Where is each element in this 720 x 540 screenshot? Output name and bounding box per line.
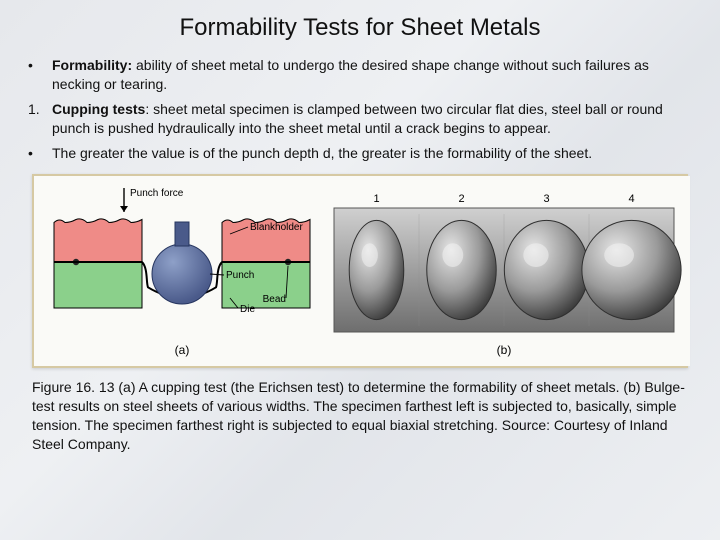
bullet-marker: •	[24, 56, 52, 94]
bullet-body: ability of sheet metal to undergo the de…	[52, 57, 649, 92]
svg-text:(b): (b)	[497, 343, 512, 357]
bullet-text: The greater the value is of the punch de…	[52, 144, 696, 163]
list-item: • The greater the value is of the punch …	[24, 144, 696, 163]
slide: Formability Tests for Sheet Metals • For…	[0, 0, 720, 540]
figure-svg: Punch force Blankholder Punch Bead Die (a) 1 2 3…	[34, 176, 690, 366]
page-title: Formability Tests for Sheet Metals	[24, 14, 696, 42]
bullet-text: Cupping tests: sheet metal specimen is c…	[52, 100, 696, 138]
bullet-lead: Formability:	[52, 57, 132, 73]
svg-text:4: 4	[628, 193, 634, 205]
bullet-marker: •	[24, 144, 52, 163]
bullet-text: Formability: ability of sheet metal to u…	[52, 56, 696, 94]
bullet-list: • Formability: ability of sheet metal to…	[24, 56, 696, 162]
svg-text:Punch: Punch	[226, 270, 254, 281]
figure-caption: Figure 16. 13 (a) A cupping test (the Er…	[32, 378, 688, 454]
bullet-lead: Cupping tests	[52, 101, 145, 117]
list-item: • Formability: ability of sheet metal to…	[24, 56, 696, 94]
svg-text:Punch force: Punch force	[130, 188, 184, 199]
svg-text:Bead: Bead	[263, 294, 286, 305]
svg-text:2: 2	[458, 193, 464, 205]
bullet-body: The greater the value is of the punch de…	[52, 145, 592, 161]
svg-text:(a): (a)	[175, 343, 190, 357]
bullet-marker: 1.	[24, 100, 52, 138]
svg-text:Blankholder: Blankholder	[250, 222, 303, 233]
figure: Punch force Blankholder Punch Bead Die (a) 1 2 3…	[32, 174, 688, 368]
list-item: 1. Cupping tests: sheet metal specimen i…	[24, 100, 696, 138]
svg-text:3: 3	[543, 193, 549, 205]
svg-text:Die: Die	[240, 304, 255, 315]
svg-text:1: 1	[373, 193, 379, 205]
